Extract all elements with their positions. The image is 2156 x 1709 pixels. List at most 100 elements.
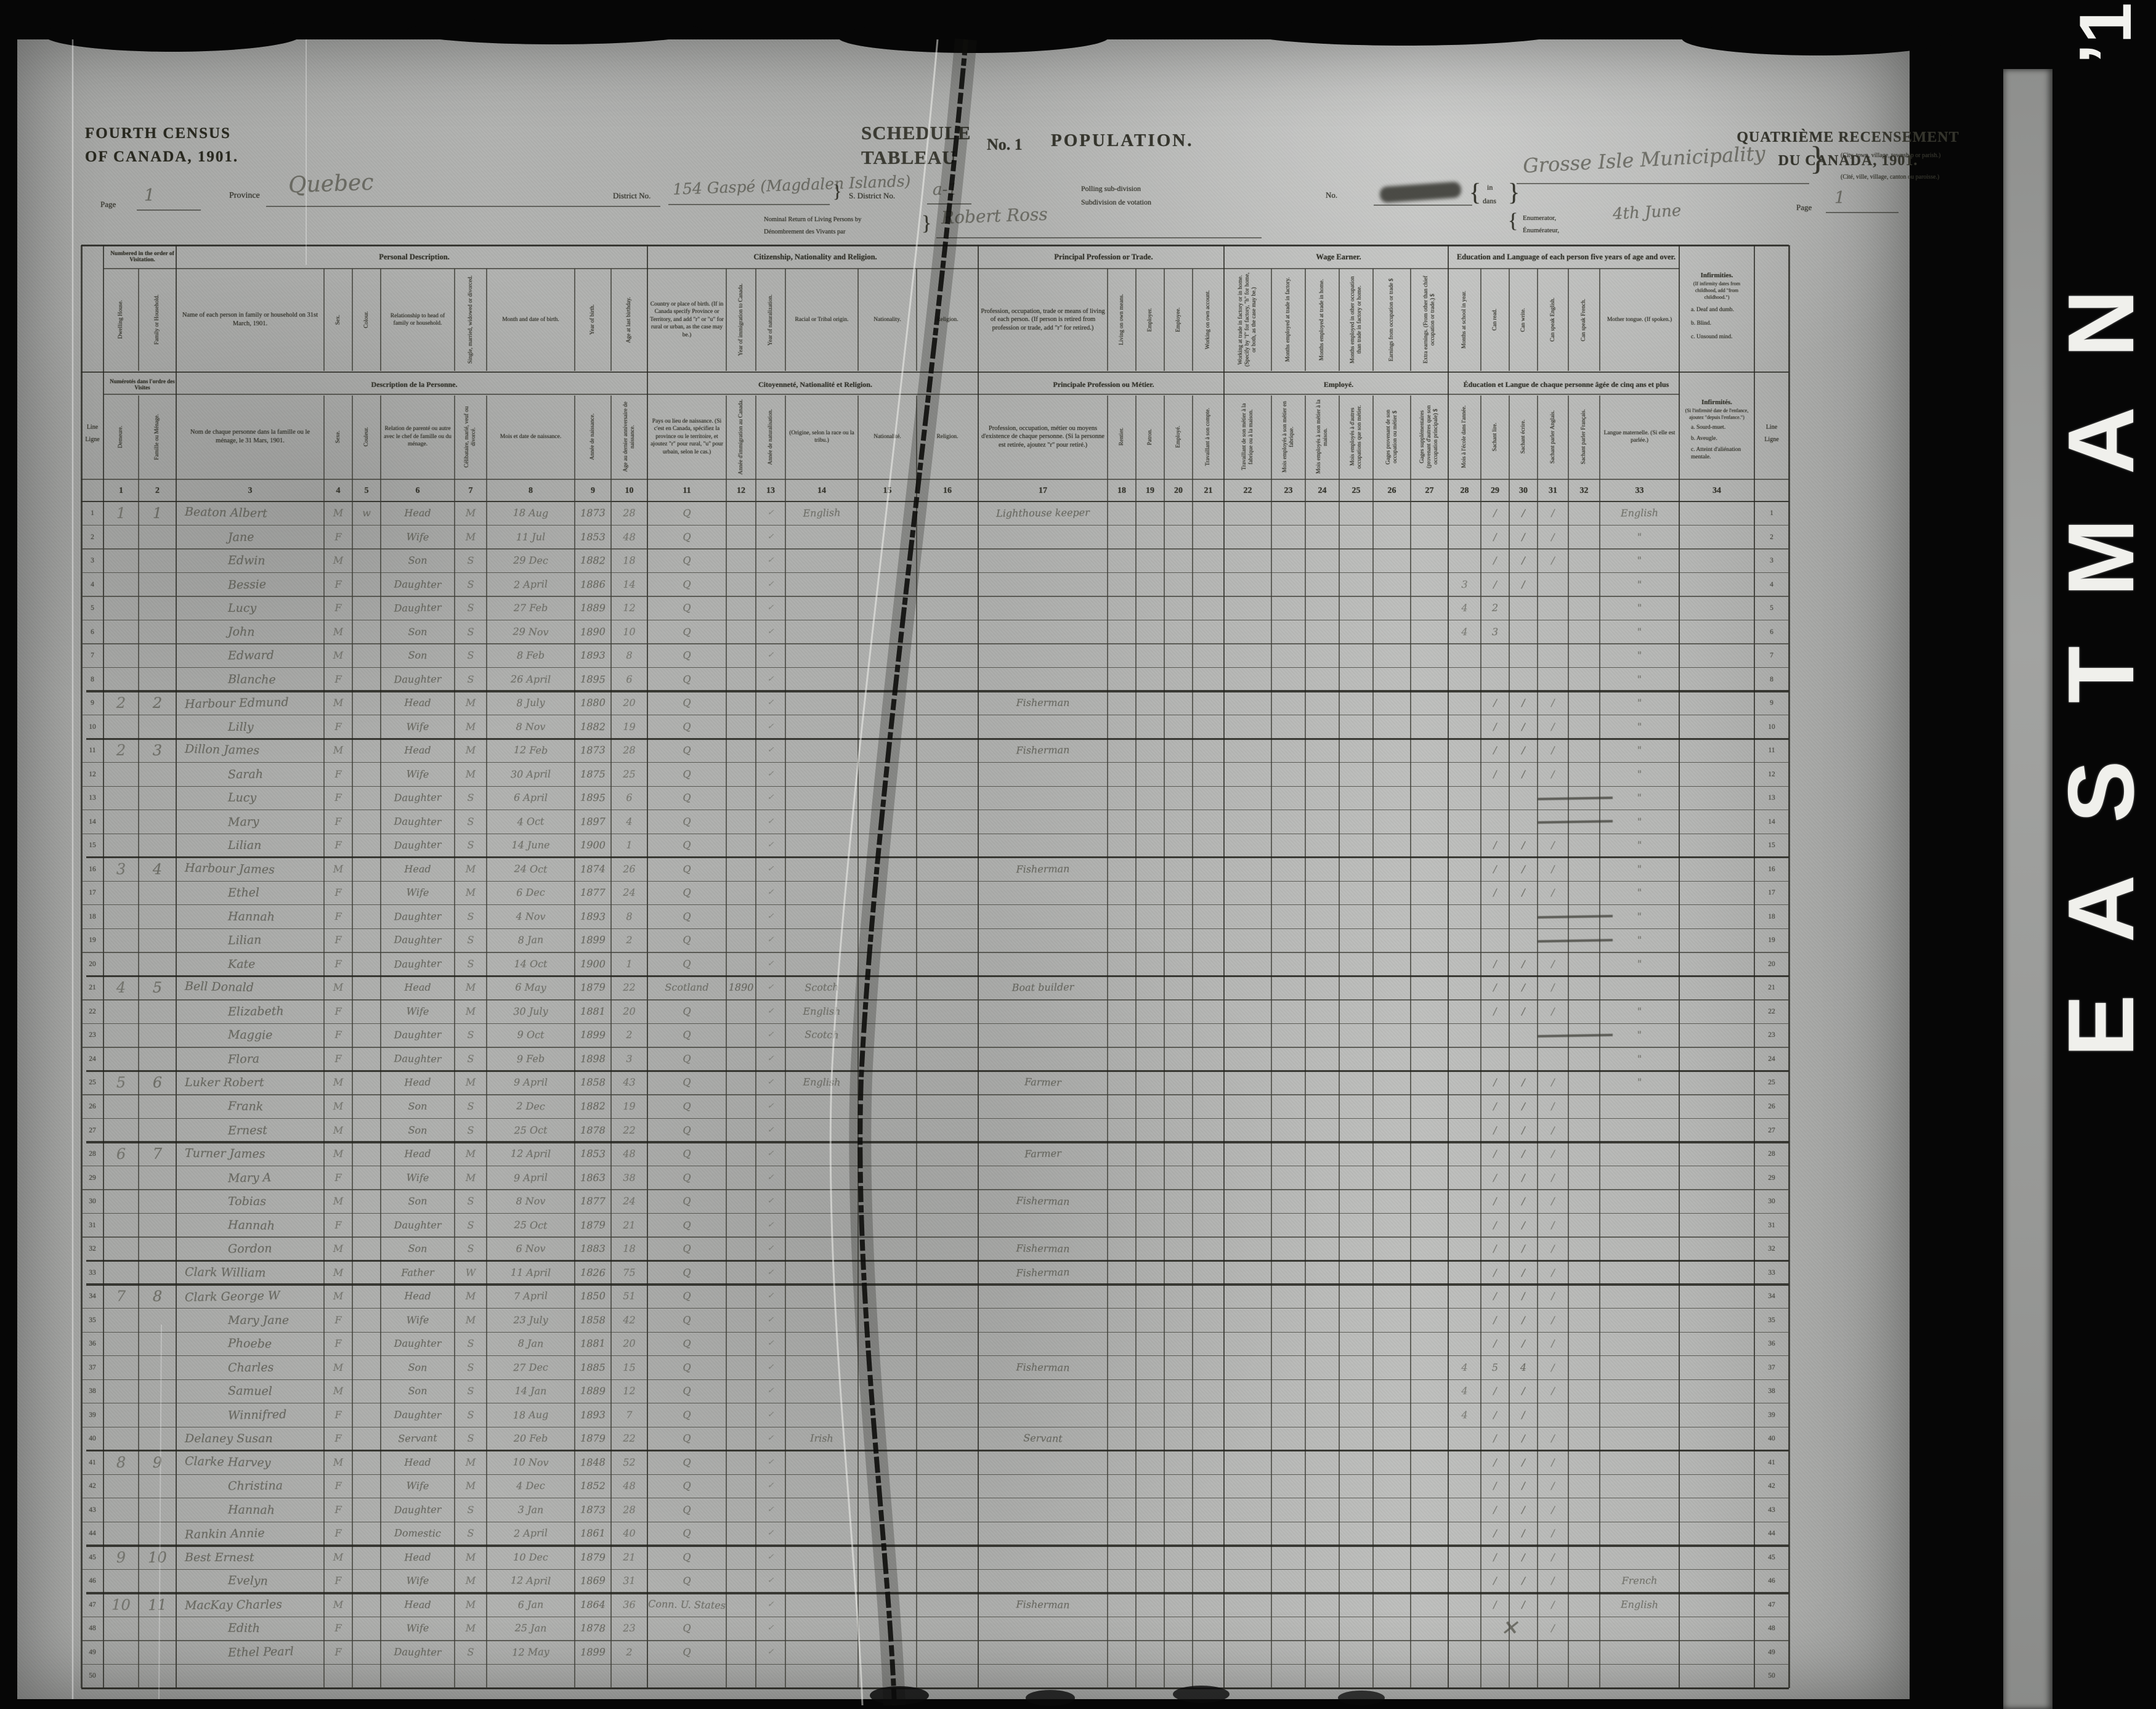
cell-born: 30 April [510,768,551,781]
column-header-text: Sachant parler Français. [1581,409,1587,465]
cell-sex: M [333,744,344,757]
row-line-number: 12 [1768,770,1775,778]
cell-tongue: English [1620,1598,1659,1611]
column-header-fr: Profession, occupation, métier ou moyens… [978,396,1108,478]
grid-vline [176,245,177,1688]
cell-st: S [467,1219,474,1231]
cell-yr: 1893 [580,1408,606,1421]
cell-name: Ernest [227,1123,267,1137]
cell-yr: 1826 [580,1266,606,1279]
column-header-text: Sex. [334,314,341,325]
cell-d: 2 [116,694,126,712]
grid-vline [454,396,455,1688]
cell-tongue: " [1637,649,1642,662]
nominal-label-en: Nominal Return of Living Persons by [764,216,862,223]
column-number: 14 [817,486,826,495]
cell-e: / [1551,1219,1555,1231]
cell-sex: F [334,578,342,590]
cell-tongue: French [1621,1575,1658,1587]
cell-st: M [465,720,476,733]
cell-r: / [1493,1338,1497,1350]
cell-cob: Q [683,1527,691,1540]
cell-cob: Q [683,1432,691,1445]
cell-born: 18 Aug [513,1408,549,1421]
column-header-fr: Mois et date de naissance. [487,396,575,478]
cell-yr: 1875 [580,768,606,780]
cell-nt: ✓ [767,769,774,779]
cell-born: 10 Dec [513,1551,548,1563]
cell-name: Ethel Pearl [227,1644,294,1660]
cell-w: / [1522,506,1525,519]
cell-sex: F [334,1622,342,1634]
line-label-fr: Ligne [1764,436,1779,443]
cell-w: / [1522,578,1525,590]
cell-nt: ✓ [767,1599,774,1609]
cell-f: 10 [148,1548,167,1567]
cell-born: 14 June [511,839,550,851]
cell-r: / [1493,1195,1497,1208]
cell-cob: Q [683,1124,691,1136]
row-line-number: 50 [89,1672,96,1680]
cell-age: 20 [623,697,636,709]
row-line-number: 22 [1768,1007,1775,1015]
column-header-fr: Patron. [1136,396,1164,478]
column-header-fr: Gages provenant de son occupation ou mét… [1373,396,1411,478]
cell-r: / [1493,744,1497,757]
column-header-fr: Relation de parenté ou autre avec le che… [381,396,455,478]
cell-sex: F [334,1432,342,1445]
grid-vline [103,245,104,1688]
column-header-en: Working on own account. [1193,269,1224,371]
cell-age: 24 [623,1195,636,1208]
cell-name: Frank [227,1099,264,1114]
cell-e: / [1551,863,1555,875]
column-header-fr: Famille ou Ménage. [139,396,176,478]
cell-sch: 4 [1461,1361,1468,1373]
cell-name: Ethel [227,886,260,900]
cell-cob: Q [683,1575,691,1587]
cell-st: S [467,1029,474,1041]
cell-f: 4 [152,860,163,878]
cell-born: 3 Jan [517,1503,544,1516]
cell-nt: ✓ [767,1172,774,1182]
cell-cob: Q [683,815,691,827]
cell-yr: 1878 [580,1124,606,1136]
column-header-en: Family or Household. [139,269,176,371]
cell-sex: M [333,1361,344,1373]
row-line-number: 43 [1768,1506,1775,1514]
grid-vline [1788,245,1790,1688]
cell-w: / [1522,1313,1525,1326]
column-header-text: Can speak English. [1549,298,1556,342]
cell-st: S [467,1124,474,1136]
form-title-left-line2: OF CANADA, 1901. [85,148,239,165]
row-line-number: 38 [1768,1387,1775,1395]
column-header-text: Year of birth. [590,304,596,335]
cell-rel: Daughter [394,1029,442,1041]
cell-e: / [1551,506,1555,519]
column-header-en: Religion. [917,269,978,371]
column-number: 24 [1318,486,1327,495]
column-header-en: Living on own means. [1108,269,1136,371]
cell-yr: 1873 [580,1503,606,1516]
cell-e: / [1551,554,1555,567]
cell-st: M [465,1456,476,1468]
cell-w: / [1522,1290,1525,1302]
cell-born: 23 July [513,1313,548,1326]
cell-r: / [1493,578,1497,590]
grid-vline [574,396,575,1688]
cell-w: / [1522,1005,1525,1017]
column-header-text: Racial or Tribal origin. [795,316,849,323]
cell-sex: F [334,887,342,899]
grid-vline [80,245,83,1688]
column-number: 3 [248,486,253,495]
row-line-number: 35 [89,1316,96,1324]
cell-sex: M [333,1076,344,1089]
column-header-text: Employer. [1146,307,1153,332]
cell-cob: Q [683,1338,691,1350]
cell-name: Hannah [227,1217,275,1233]
cell-d: 3 [116,860,126,878]
cell-yr: 1874 [580,863,606,875]
cell-e: / [1551,1290,1555,1302]
cell-cob: Q [683,649,691,662]
cell-nt: ✓ [767,698,774,708]
